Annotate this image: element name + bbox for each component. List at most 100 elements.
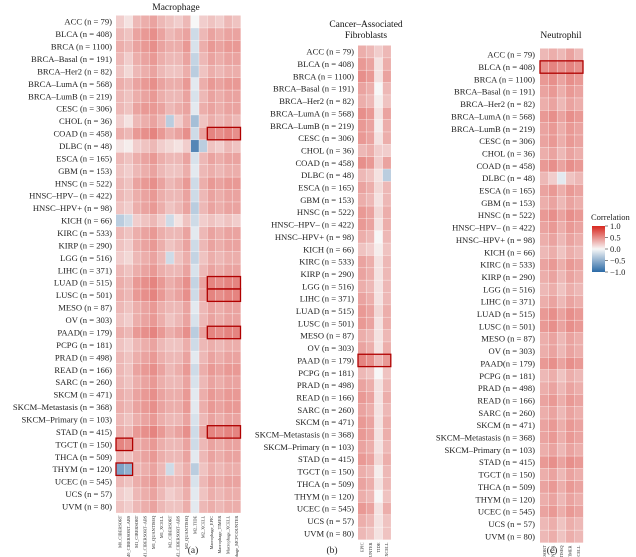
- heatmap-cell: [140, 90, 150, 103]
- heatmap-cell: [223, 425, 233, 439]
- heatmap-cell: [374, 156, 383, 170]
- heatmap-cell: [215, 77, 225, 91]
- heatmap-cell: [574, 332, 584, 346]
- heatmap-cell: [174, 400, 183, 414]
- heatmap-cell: [174, 189, 183, 203]
- heatmap-cell: [374, 527, 383, 540]
- heatmap-cell: [132, 127, 142, 140]
- heatmap-cell: [358, 267, 367, 281]
- panel-cancer-associated-fibroblasts: Cancer–Associated Fibroblasts ACC (n = 79)…: [255, 20, 403, 557]
- heatmap-cell: [174, 27, 183, 41]
- heatmap-cell: [132, 201, 142, 215]
- heatmap-cell: [574, 85, 584, 99]
- heatmap-cell: [548, 159, 558, 173]
- heatmap-cell: [116, 301, 125, 314]
- heatmap-cell: [382, 403, 391, 417]
- heatmap-cell: [223, 127, 233, 140]
- heatmap-cell: [565, 295, 575, 308]
- heatmap-cell: [540, 320, 549, 333]
- heatmap-cell: [557, 48, 566, 61]
- heatmap-cell: [124, 500, 133, 513]
- row-label: KIRC (n = 533): [480, 260, 535, 270]
- heatmap-cell: [565, 456, 575, 469]
- heatmap-cell: [366, 70, 375, 83]
- heatmap-cell: [382, 292, 391, 305]
- heatmap-cell: [165, 214, 175, 227]
- heatmap-cell: [116, 15, 125, 29]
- heatmap-cell: [232, 450, 241, 464]
- heatmap-cell: [232, 413, 241, 426]
- row-label: STAD (n = 415): [479, 457, 535, 467]
- heatmap-cell: [199, 65, 208, 78]
- column-label: M1_XCELL: [159, 515, 164, 538]
- heatmap-cell: [374, 403, 383, 417]
- heatmap-cell: [565, 134, 575, 148]
- heatmap-cell: [124, 90, 133, 103]
- heatmap-cell: [165, 425, 175, 439]
- heatmap-cell: [190, 338, 200, 352]
- heatmap-cell: [207, 363, 216, 377]
- heatmap-cell: [132, 487, 142, 501]
- heatmap-cell: [557, 283, 566, 296]
- heatmap-cell: [157, 102, 166, 116]
- heatmap-cell: [215, 288, 225, 302]
- heatmap-cell: [190, 462, 200, 476]
- heatmap-cell: [223, 438, 233, 451]
- row-label: BRCA (n = 1100): [51, 42, 112, 52]
- heatmap-cell: [358, 218, 367, 231]
- heatmap-cell: [199, 177, 208, 190]
- heatmap-cell: [124, 52, 133, 66]
- heatmap-cell: [358, 440, 367, 454]
- heatmap-cell: [358, 403, 367, 417]
- heatmap-cell: [574, 443, 584, 457]
- heatmap-cell: [223, 475, 233, 488]
- heatmap-cell: [116, 102, 125, 116]
- heatmap-cell: [366, 378, 375, 392]
- heatmap-cell: [382, 428, 391, 441]
- heatmap-cell: [149, 487, 158, 501]
- heatmap-cell: [565, 357, 575, 370]
- heatmap-cell: [174, 264, 183, 277]
- heatmap-cell: [358, 131, 367, 145]
- heatmap-cell: [540, 381, 549, 395]
- heatmap-cell: [157, 40, 166, 53]
- heatmap-cell: [132, 338, 142, 352]
- row-label: LIHC (n = 371): [300, 294, 354, 304]
- heatmap-cell: [190, 276, 200, 290]
- heatmap-cell: [199, 214, 208, 227]
- heatmap-cell: [132, 152, 142, 165]
- heatmap-cell: [116, 388, 125, 401]
- heatmap-cell: [182, 27, 191, 41]
- heatmap-cell: [182, 450, 191, 464]
- heatmap-cell: [157, 164, 166, 178]
- heatmap-cell: [232, 288, 241, 302]
- panel-label-c: (c): [547, 545, 558, 556]
- heatmap-cell: [223, 164, 233, 178]
- heatmap-cell: [548, 196, 558, 210]
- heatmap-cell: [165, 102, 175, 116]
- heatmap-cell: [207, 127, 216, 140]
- heatmap-cell: [366, 144, 375, 157]
- heatmap-cell: [165, 239, 175, 252]
- heatmap-cell: [565, 184, 575, 197]
- highlight-box: [115, 462, 134, 477]
- row-label: UCEC (n = 545): [297, 504, 354, 514]
- heatmap-cell: [548, 443, 558, 457]
- heatmap-cell: [132, 375, 142, 389]
- heatmap-cell: [157, 351, 166, 364]
- heatmap-cell: [116, 177, 125, 190]
- heatmap-cell: [124, 313, 133, 327]
- heatmap-cell: [382, 490, 391, 503]
- row-label: COAD (n = 458): [295, 158, 354, 168]
- heatmap-cell: [190, 313, 200, 327]
- heatmap-cell: [174, 326, 183, 339]
- heatmap-cell: [358, 490, 367, 503]
- heatmap-cell: [207, 450, 216, 464]
- row-label: KIRP (n = 290): [301, 269, 355, 279]
- heatmap-cell: [223, 52, 233, 66]
- heatmap-cell: [548, 122, 558, 136]
- heatmap-cell: [548, 60, 558, 74]
- heatmap-cell: [374, 119, 383, 133]
- heatmap-cell: [207, 288, 216, 302]
- heatmap-cell: [557, 394, 566, 407]
